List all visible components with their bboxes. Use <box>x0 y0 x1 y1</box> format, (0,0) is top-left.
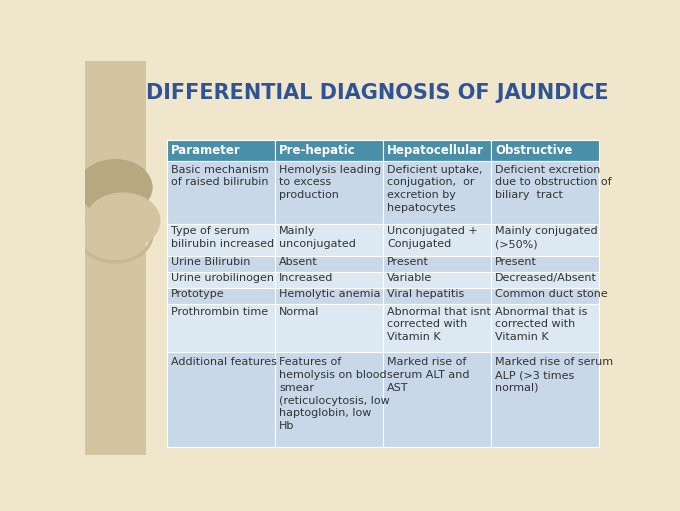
Bar <box>491 304 599 352</box>
Text: Present: Present <box>495 257 537 267</box>
Text: Absent: Absent <box>279 257 318 267</box>
Text: Deficient uptake,
conjugation,  or
excretion by
hepatocytes: Deficient uptake, conjugation, or excret… <box>387 165 483 213</box>
Bar <box>85 61 146 455</box>
Bar <box>383 288 491 304</box>
Bar <box>383 304 491 352</box>
Text: Urine Bilirubin: Urine Bilirubin <box>171 257 250 267</box>
Bar <box>275 160 383 224</box>
Bar <box>167 160 275 224</box>
Text: Parameter: Parameter <box>171 144 241 157</box>
Text: Mainly
unconjugated: Mainly unconjugated <box>279 226 356 249</box>
Text: Mainly conjugated
(>50%): Mainly conjugated (>50%) <box>495 226 598 249</box>
Bar <box>167 224 275 256</box>
Bar <box>491 224 599 256</box>
Text: Normal: Normal <box>279 307 320 317</box>
Text: Basic mechanism
of raised bilirubin: Basic mechanism of raised bilirubin <box>171 165 269 188</box>
Bar <box>491 140 599 160</box>
Bar <box>491 160 599 224</box>
Bar <box>167 352 275 447</box>
Circle shape <box>78 159 152 215</box>
Text: DIFFERENTIAL DIAGNOSIS OF JAUNDICE: DIFFERENTIAL DIAGNOSIS OF JAUNDICE <box>146 83 609 103</box>
Text: Abnormal that isnt
corrected with
Vitamin K: Abnormal that isnt corrected with Vitami… <box>387 307 491 342</box>
Bar <box>383 272 491 288</box>
Text: Abnormal that is
corrected with
Vitamin K: Abnormal that is corrected with Vitamin … <box>495 307 588 342</box>
Bar <box>275 256 383 272</box>
Bar <box>167 272 275 288</box>
Circle shape <box>86 193 160 248</box>
Text: Common duct stone: Common duct stone <box>495 289 608 299</box>
Text: Features of
hemolysis on blood
smear
(reticulocytosis, low
haptoglobin, low
Hb: Features of hemolysis on blood smear (re… <box>279 357 390 431</box>
Text: Hemolysis leading
to excess
production: Hemolysis leading to excess production <box>279 165 381 200</box>
Bar <box>275 224 383 256</box>
Bar <box>383 160 491 224</box>
Bar <box>383 352 491 447</box>
Text: Viral hepatitis: Viral hepatitis <box>387 289 464 299</box>
Text: Marked rise of
serum ALT and
AST: Marked rise of serum ALT and AST <box>387 357 469 393</box>
Text: Present: Present <box>387 257 429 267</box>
Text: Variable: Variable <box>387 273 432 283</box>
Bar <box>275 140 383 160</box>
Bar <box>491 352 599 447</box>
Bar <box>275 304 383 352</box>
Text: Increased: Increased <box>279 273 333 283</box>
Bar <box>167 140 275 160</box>
Bar <box>383 224 491 256</box>
Bar <box>167 304 275 352</box>
Bar <box>275 352 383 447</box>
Bar <box>167 256 275 272</box>
Bar <box>275 288 383 304</box>
Text: Type of serum
bilirubin increased: Type of serum bilirubin increased <box>171 226 274 249</box>
Text: Unconjugated +
Conjugated: Unconjugated + Conjugated <box>387 226 478 249</box>
Text: Hepatocellular: Hepatocellular <box>387 144 484 157</box>
Text: Hemolytic anemia: Hemolytic anemia <box>279 289 380 299</box>
Bar <box>383 256 491 272</box>
Text: Additional features: Additional features <box>171 357 277 367</box>
Bar <box>275 272 383 288</box>
Text: Obstructive: Obstructive <box>495 144 573 157</box>
Text: Pre-hepatic: Pre-hepatic <box>279 144 356 157</box>
Text: Prothrombin time: Prothrombin time <box>171 307 268 317</box>
Bar <box>491 288 599 304</box>
Text: Prototype: Prototype <box>171 289 224 299</box>
Bar <box>167 288 275 304</box>
Text: Deficient excretion
due to obstruction of
biliary  tract: Deficient excretion due to obstruction o… <box>495 165 611 200</box>
Text: Decreased/Absent: Decreased/Absent <box>495 273 597 283</box>
Text: Urine urobilinogen: Urine urobilinogen <box>171 273 274 283</box>
Bar <box>491 272 599 288</box>
Text: Marked rise of serum
ALP (>3 times
normal): Marked rise of serum ALP (>3 times norma… <box>495 357 613 393</box>
Bar <box>383 140 491 160</box>
Bar <box>491 256 599 272</box>
